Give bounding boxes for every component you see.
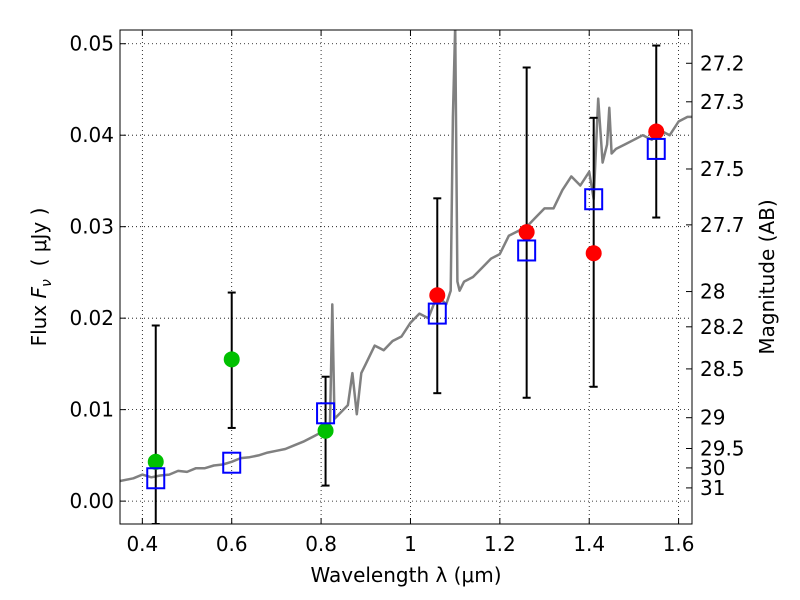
x-tick-label: 0.8 [305, 532, 337, 556]
y2-tick-label: 29.5 [700, 436, 745, 460]
data-point [429, 287, 446, 304]
y2-tick-label: 31 [700, 476, 725, 500]
model-point [646, 137, 666, 160]
model-point [316, 402, 336, 425]
model-point [222, 451, 242, 474]
data-point [223, 351, 240, 368]
model-point [146, 467, 166, 490]
y-axis-title: Flux Fν ( μJy ) [27, 208, 55, 347]
y2-tick-label: 28.2 [700, 315, 745, 339]
y-tick-label: 0.00 [69, 489, 114, 513]
plot-area [120, 30, 692, 524]
y2-tick-label: 27.7 [700, 213, 745, 237]
y2-tick-label: 28.5 [700, 357, 745, 381]
data-point [648, 123, 665, 140]
y2-tick-label: 29 [700, 406, 725, 430]
y2-tick-label: 27.3 [700, 90, 745, 114]
x-tick-label: 1.6 [663, 532, 695, 556]
y-tick-label: 0.05 [69, 32, 114, 56]
data-point [317, 422, 334, 439]
series-group [120, 30, 692, 524]
model-point [517, 239, 537, 262]
x-tick-label: 0.4 [126, 532, 158, 556]
data-point [585, 245, 602, 262]
y-tick-label: 0.03 [69, 215, 114, 239]
y2-tick-label: 27.5 [700, 157, 745, 181]
x-tick-label: 1.4 [573, 532, 605, 556]
model-point [584, 188, 604, 211]
plot-frame [119, 29, 693, 525]
x-axis-title: Wavelength λ (μm) [310, 563, 501, 587]
y2-tick-label: 30 [700, 456, 725, 480]
model-point [427, 302, 447, 325]
y-tick-label: 0.01 [69, 398, 114, 422]
axis-ticks: 0.4 0.6 0.8 1 1.2 1.4 1.6 0.00 0.01 0.02 0.03 0.04 0… [69, 30, 745, 556]
y2-tick-label: 28 [700, 280, 725, 304]
model-spectrum-line [120, 30, 692, 483]
x-tick-label: 1 [404, 532, 417, 556]
x-tick-label: 0.6 [216, 532, 248, 556]
y2-axis-title: Magnitude (AB) [755, 199, 779, 354]
data-point [147, 453, 164, 470]
y-tick-label: 0.04 [69, 123, 114, 147]
x-tick-label: 1.2 [484, 532, 516, 556]
y-tick-label: 0.02 [69, 306, 114, 330]
y2-tick-label: 27.2 [700, 51, 745, 75]
data-point [518, 224, 535, 241]
